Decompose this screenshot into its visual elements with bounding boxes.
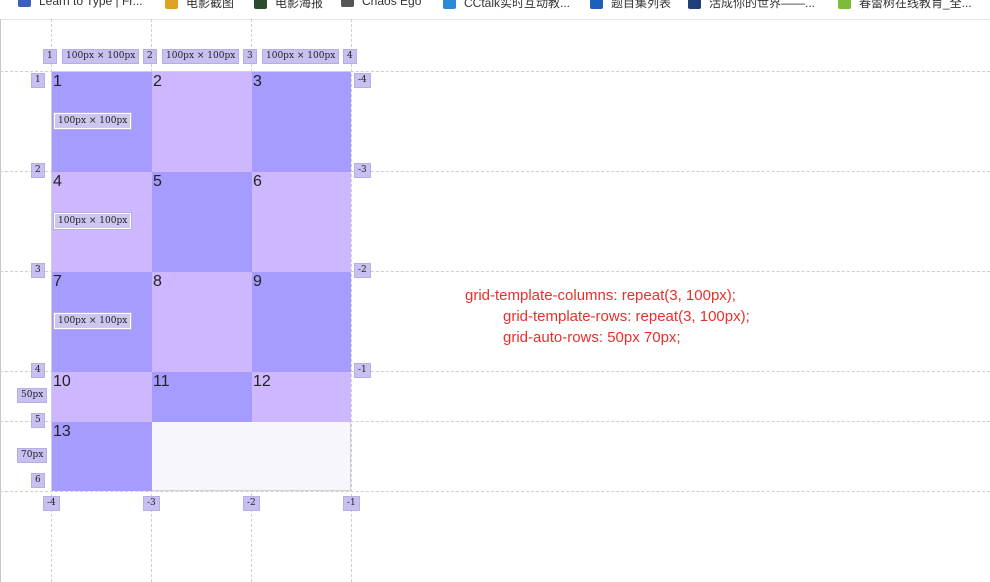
grid-item-6[interactable]: 6 — [252, 172, 351, 272]
grid-item-2[interactable]: 2 — [152, 72, 252, 172]
bookmark-label: Chaos Ego — [362, 0, 422, 8]
globe-icon — [688, 0, 701, 9]
bookmark-item[interactable]: 春蕾树在线教育_全... — [838, 0, 972, 11]
row-line-number-left: 4 — [31, 363, 45, 378]
grid-line-row-1 — [0, 71, 990, 72]
row-line-number-right: -4 — [354, 73, 371, 88]
bookmark-label: 春蕾树在线教育_全... — [859, 0, 972, 10]
grid-line-row-3 — [0, 271, 990, 272]
col-size-label: 100px × 100px — [162, 49, 240, 64]
row-line-number-left: 2 — [31, 163, 45, 178]
grid-line-col-4 — [351, 19, 352, 582]
row-line-number-left: 5 — [31, 413, 45, 428]
code-line-rows: grid-template-rows: repeat(3, 100px); — [503, 308, 750, 325]
list-icon — [590, 0, 603, 9]
poster-icon — [254, 0, 267, 9]
col-line-number-bottom: -4 — [43, 496, 60, 511]
col-size-label: 100px × 100px — [262, 49, 340, 64]
bookmark-label: 活成你的世界——... — [709, 0, 816, 10]
bookmark-item[interactable]: CCtalk实时互动教... — [443, 0, 570, 11]
grid-line-row-6 — [0, 491, 990, 492]
bookmark-label: 题目集列表 — [611, 0, 672, 10]
bookmark-label: CCtalk实时互动教... — [464, 0, 571, 10]
col-line-number-top: 2 — [143, 49, 157, 64]
row-line-number-right: -1 — [354, 363, 371, 378]
cell-size-label: 100px × 100px — [52, 312, 133, 330]
bookmark-item[interactable]: Learn to Type | Fr... — [18, 0, 143, 8]
bookmark-label: 电影海报 — [275, 0, 324, 10]
col-line-number-bottom: -1 — [343, 496, 360, 511]
col-line-number-top: 3 — [243, 49, 257, 64]
grid-item-8[interactable]: 8 — [152, 272, 252, 372]
bookmark-label: 电影截图 — [186, 0, 235, 10]
bookmark-item[interactable]: 题目集列表 — [590, 0, 671, 11]
col-line-number-top: 1 — [43, 49, 57, 64]
row-line-number-right: -2 — [354, 263, 371, 278]
auto-row-size-label: 70px — [17, 448, 48, 463]
row-line-number-left: 6 — [31, 473, 45, 488]
film-icon — [165, 0, 178, 9]
bookmarks-bar: Learn to Type | Fr... 电影截图 电影海报 Chaos Ego CC… — [0, 0, 990, 20]
grid-container[interactable]: 1 2 3 4 5 6 7 8 9 10 11 12 13 — [51, 71, 351, 491]
row-line-number-left: 1 — [31, 73, 45, 88]
css-code-annotation: grid-template-columns: repeat(3, 100px);… — [465, 285, 750, 348]
grid-line-row-4 — [0, 371, 990, 372]
bookmark-item[interactable]: Chaos Ego — [341, 0, 421, 8]
grid-item-12[interactable]: 12 — [252, 372, 351, 422]
grid-item-5[interactable]: 5 — [152, 172, 252, 272]
row-line-number-left: 3 — [31, 263, 45, 278]
row-line-number-right: -3 — [354, 163, 371, 178]
grid-item-13[interactable]: 13 — [52, 422, 152, 491]
cctalk-icon — [443, 0, 456, 9]
grid-item-10[interactable]: 10 — [52, 372, 152, 422]
bookmark-item[interactable]: 电影截图 — [165, 0, 234, 11]
grid-item-9[interactable]: 9 — [252, 272, 351, 372]
leaf-icon — [838, 0, 851, 9]
grid-item-3[interactable]: 3 — [252, 72, 351, 172]
grid-item-11[interactable]: 11 — [152, 372, 252, 422]
keyboard-icon — [18, 0, 31, 7]
code-line-columns: grid-template-columns: repeat(3, 100px); — [465, 287, 736, 304]
col-size-label: 100px × 100px — [62, 49, 140, 64]
bookmark-label: Learn to Type | Fr... — [39, 0, 143, 8]
code-line-auto-rows: grid-auto-rows: 50px 70px; — [503, 329, 681, 346]
bookmark-item[interactable]: 活成你的世界——... — [688, 0, 815, 11]
window-left-border — [0, 19, 1, 582]
grid-line-row-5 — [0, 421, 990, 422]
bookmark-item[interactable]: 电影海报 — [254, 0, 323, 11]
cell-size-label: 100px × 100px — [52, 212, 133, 230]
col-line-number-bottom: -2 — [243, 496, 260, 511]
cell-size-label: 100px × 100px — [52, 112, 133, 130]
auto-row-size-label: 50px — [17, 388, 48, 403]
figure-icon — [341, 0, 354, 7]
col-line-number-bottom: -3 — [143, 496, 160, 511]
grid-line-row-2 — [0, 171, 990, 172]
col-line-number-top: 4 — [343, 49, 357, 64]
